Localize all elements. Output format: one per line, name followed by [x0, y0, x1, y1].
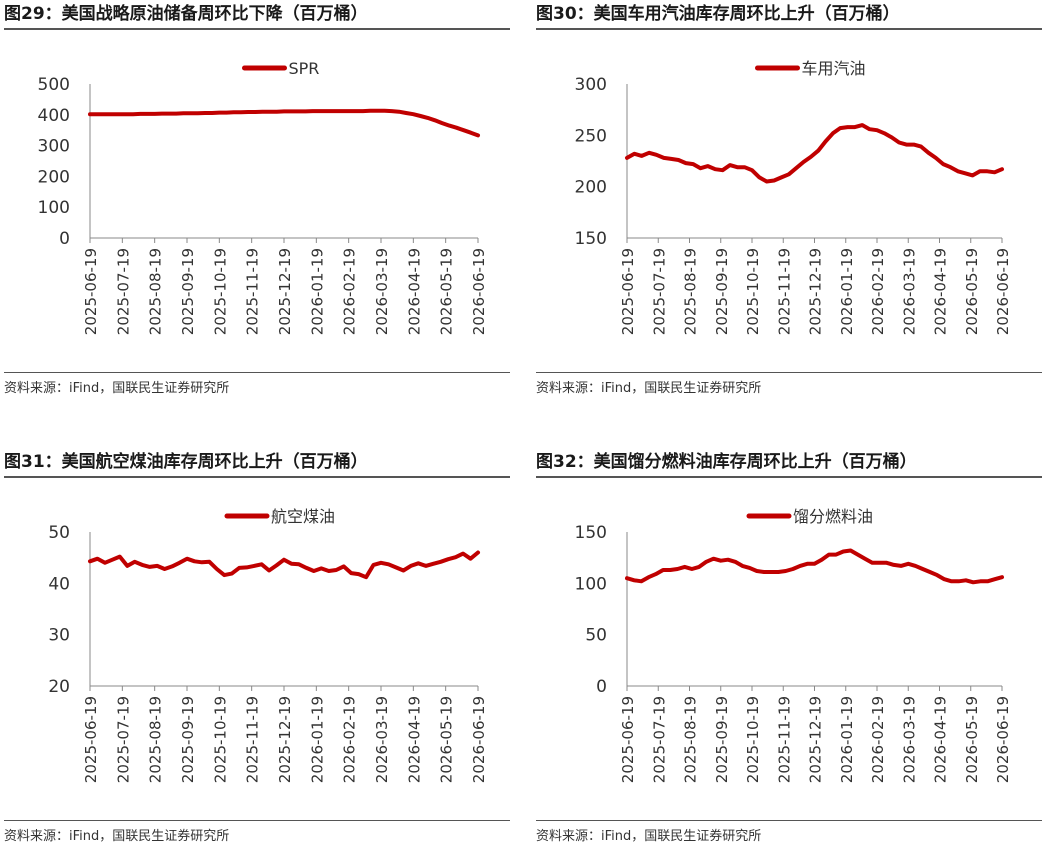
x-tick-label: 2025-11-19 [775, 248, 793, 335]
x-tick-label: 2025-10-19 [211, 248, 229, 335]
legend-label: 馏分燃料油 [793, 507, 873, 526]
source-note: 资料来源：iFind，国联民生证券研究所 [4, 820, 510, 844]
x-tick-label: 2025-06-19 [619, 248, 637, 335]
x-tick-label: 2026-03-19 [900, 696, 918, 783]
x-tick-label: 2026-02-19 [869, 696, 887, 783]
y-tick-label: 100 [575, 574, 607, 594]
x-tick-label: 2025-10-19 [744, 248, 762, 335]
x-tick-label: 2025-11-19 [244, 248, 262, 335]
x-tick-label: 2026-03-19 [900, 248, 918, 335]
x-tick-label: 2026-01-19 [838, 248, 856, 335]
x-tick-label: 2026-05-19 [963, 248, 981, 335]
y-tick-label: 50 [585, 626, 607, 646]
x-tick-label: 2026-06-19 [994, 696, 1012, 783]
series-line [625, 123, 1004, 184]
y-tick-label: 20 [48, 677, 70, 697]
x-tick-label: 2026-01-19 [308, 696, 326, 783]
panel-distillate: 图32：美国馏分燃料油库存周环比上升（百万桶） 0 50 100 150 2025-06… [532, 448, 1046, 866]
source-note: 资料来源：iFind，国联民生证券研究所 [4, 372, 510, 396]
series-line [625, 548, 1004, 585]
x-tick-label: 2025-09-19 [179, 696, 197, 783]
panel-spr: 图29：美国战略原油储备周环比下降（百万桶） 0 100 200 300 400 500 2… [0, 0, 514, 418]
y-tick-label: 150 [575, 229, 607, 249]
x-tick-label: 2026-05-19 [438, 696, 456, 783]
x-tick-label: 2025-06-19 [82, 696, 100, 783]
x-tick-label: 2025-07-19 [650, 248, 668, 335]
chart-spr: 0 100 200 300 400 500 2025-06-19 2025-07-19 2025… [38, 59, 488, 335]
x-tick-label: 2025-10-19 [211, 696, 229, 783]
x-tick-label: 2025-07-19 [114, 696, 132, 783]
x-tick-label: 2026-02-19 [341, 248, 359, 335]
x-tick-label: 2025-11-19 [775, 696, 793, 783]
x-tick-label: 2025-09-19 [179, 248, 197, 335]
x-tick-label: 2025-08-19 [147, 248, 165, 335]
x-tick-label: 2026-03-19 [373, 696, 391, 783]
chart-title: 图31：美国航空煤油库存周环比上升（百万桶） [4, 448, 510, 478]
chart-title: 图32：美国馏分燃料油库存周环比上升（百万桶） [536, 448, 1042, 478]
y-tick-label: 0 [59, 229, 70, 249]
y-tick-label: 500 [38, 75, 70, 95]
x-tick-label: 2025-09-19 [713, 248, 731, 335]
x-tick-label: 2026-06-19 [994, 248, 1012, 335]
x-tick-label: 2025-06-19 [619, 696, 637, 783]
source-note: 资料来源：iFind，国联民生证券研究所 [536, 372, 1042, 396]
y-tick-label: 200 [38, 167, 70, 187]
legend-label: 车用汽油 [802, 59, 866, 78]
x-tick-label: 2026-04-19 [405, 696, 423, 783]
x-tick-label: 2026-01-19 [308, 248, 326, 335]
y-tick-label: 30 [48, 626, 70, 646]
y-tick-label: 400 [38, 106, 70, 126]
chart-distillate: 0 50 100 150 2025-06-19 2025-07-19 2025-08-19 2… [575, 507, 1012, 783]
x-tick-label: 2025-12-19 [807, 248, 825, 335]
x-tick-label: 2025-07-19 [650, 696, 668, 783]
x-tick-label: 2026-04-19 [932, 696, 950, 783]
source-note: 资料来源：iFind，国联民生证券研究所 [536, 820, 1042, 844]
chart-gasoline: 150 200 250 300 2025-06-19 2025-07-19 2025-08-… [575, 59, 1012, 335]
x-tick-label: 2026-03-19 [373, 248, 391, 335]
x-tick-label: 2025-11-19 [244, 696, 262, 783]
x-tick-label: 2025-12-19 [276, 248, 294, 335]
chart-title: 图30：美国车用汽油库存周环比上升（百万桶） [536, 0, 1042, 30]
chart-title: 图29：美国战略原油储备周环比下降（百万桶） [4, 0, 510, 30]
x-tick-label: 2026-02-19 [341, 696, 359, 783]
series-line [88, 550, 480, 580]
y-tick-label: 100 [38, 198, 70, 218]
panel-jet-fuel: 图31：美国航空煤油库存周环比上升（百万桶） 20 30 40 50 2025-06-1… [0, 448, 514, 866]
y-tick-label: 0 [596, 677, 607, 697]
x-tick-label: 2026-06-19 [470, 248, 488, 335]
x-tick-label: 2025-09-19 [713, 696, 731, 783]
x-tick-label: 2026-05-19 [963, 696, 981, 783]
x-tick-label: 2025-07-19 [114, 248, 132, 335]
y-tick-label: 200 [575, 178, 607, 198]
legend-label: 航空煤油 [271, 507, 335, 526]
x-tick-label: 2025-08-19 [147, 696, 165, 783]
x-tick-label: 2025-06-19 [82, 248, 100, 335]
y-tick-label: 40 [48, 574, 70, 594]
x-tick-label: 2026-04-19 [932, 248, 950, 335]
legend-label: SPR [289, 59, 320, 78]
y-tick-label: 300 [575, 75, 607, 95]
series-line [88, 108, 480, 138]
x-tick-label: 2026-04-19 [405, 248, 423, 335]
x-tick-label: 2025-08-19 [682, 696, 700, 783]
y-tick-label: 150 [575, 523, 607, 543]
y-tick-label: 50 [48, 523, 70, 543]
x-tick-label: 2025-12-19 [276, 696, 294, 783]
x-tick-label: 2026-05-19 [438, 248, 456, 335]
x-tick-label: 2025-08-19 [682, 248, 700, 335]
y-tick-label: 300 [38, 137, 70, 157]
x-tick-label: 2026-01-19 [838, 696, 856, 783]
x-tick-label: 2025-12-19 [807, 696, 825, 783]
panel-gasoline: 图30：美国车用汽油库存周环比上升（百万桶） 150 200 250 300 2025-… [532, 0, 1046, 418]
y-tick-label: 250 [575, 126, 607, 146]
x-tick-label: 2025-10-19 [744, 696, 762, 783]
x-tick-label: 2026-02-19 [869, 248, 887, 335]
chart-jet-fuel: 20 30 40 50 2025-06-19 2025-07-19 2025-08-19 20… [48, 507, 488, 783]
x-tick-label: 2026-06-19 [470, 696, 488, 783]
